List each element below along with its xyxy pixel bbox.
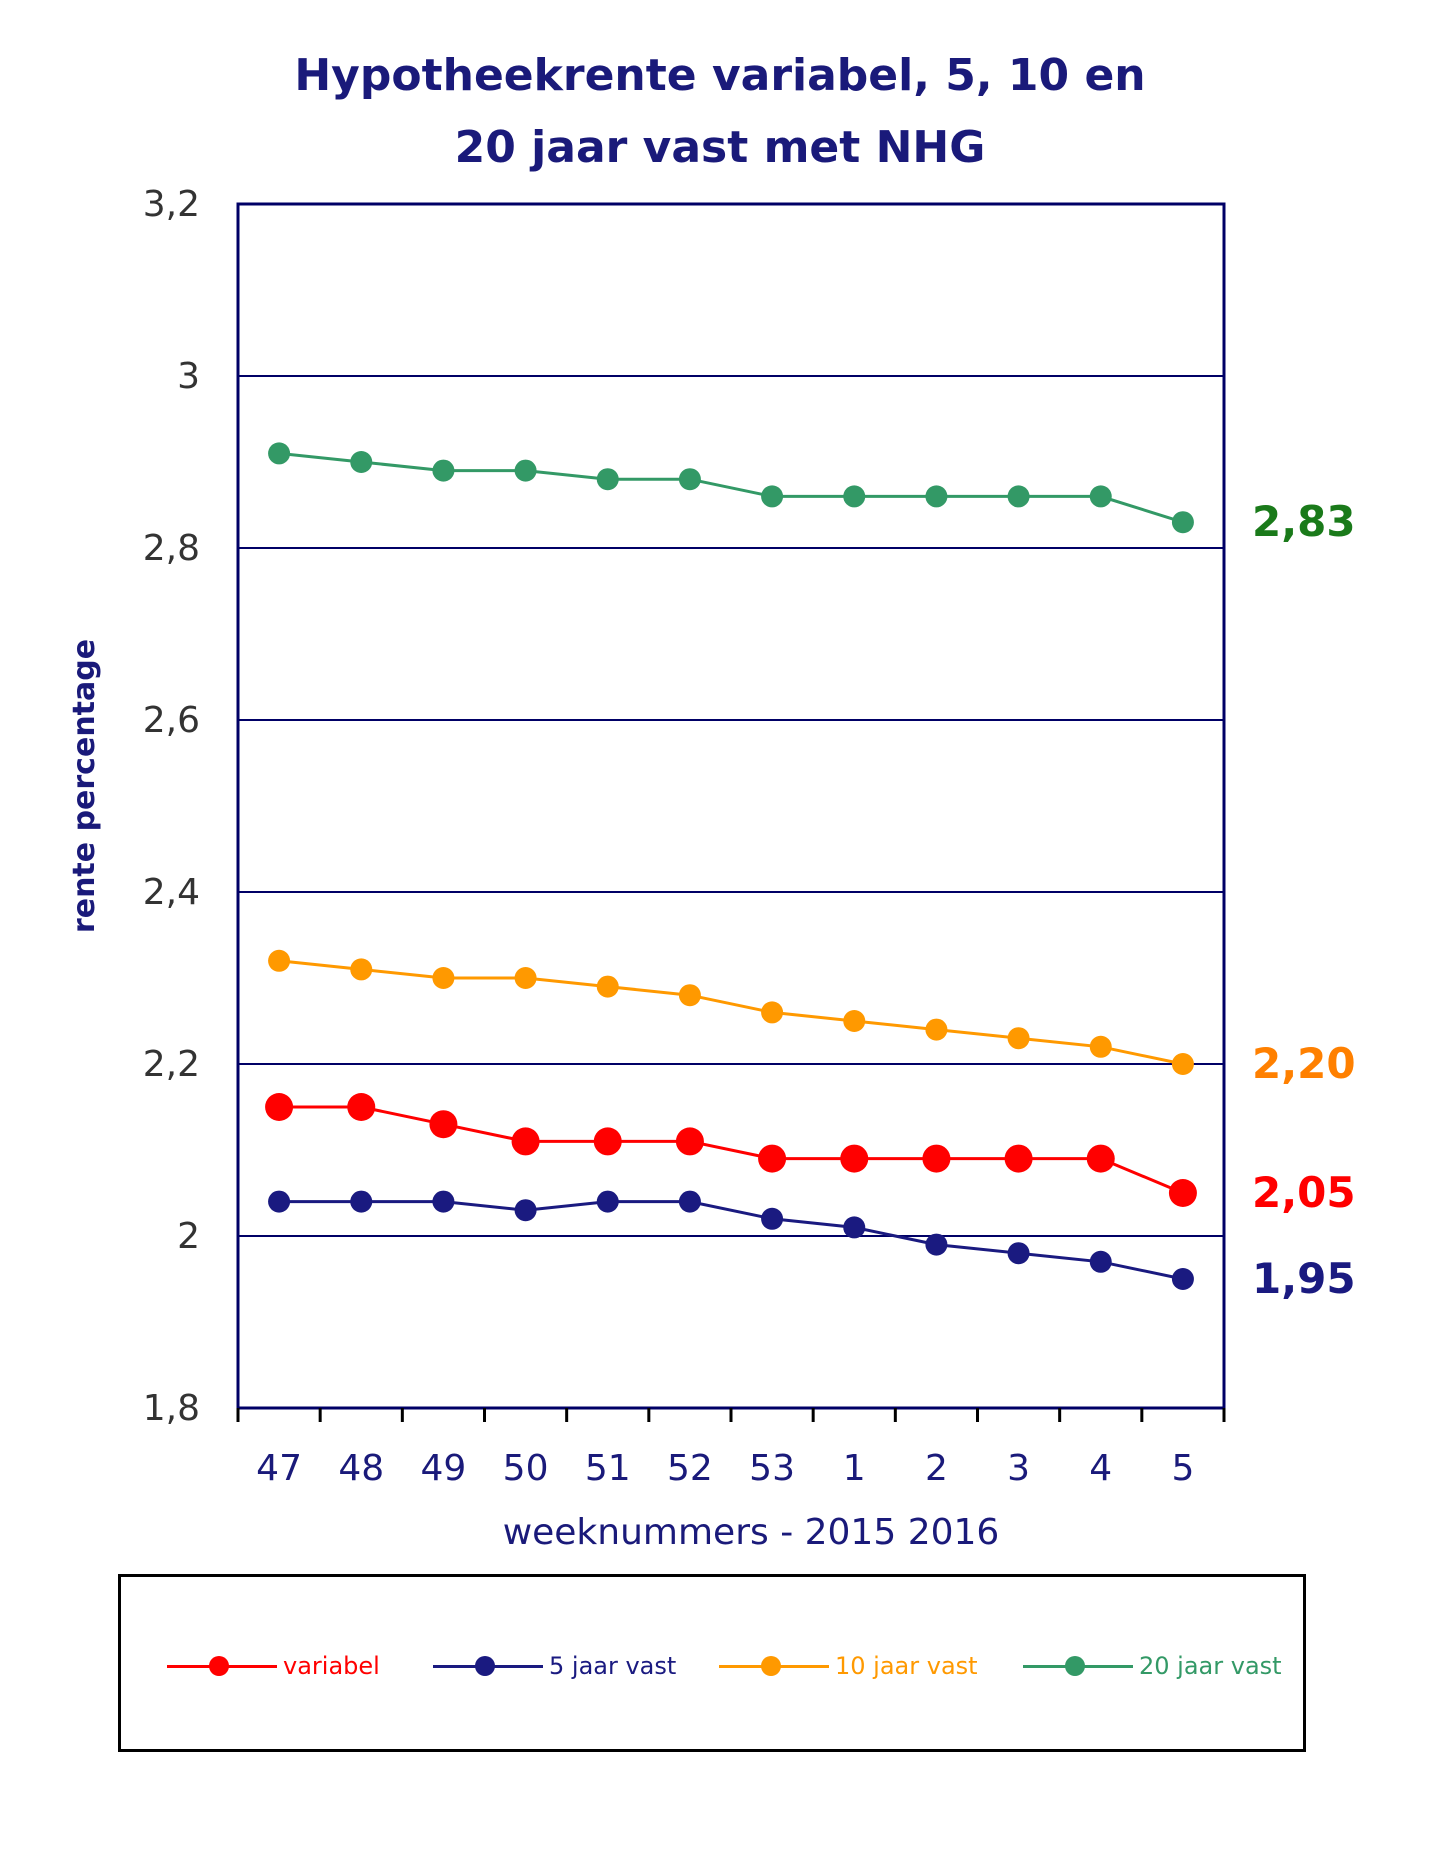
end-label-variabel: 2,05 (1252, 1168, 1356, 1217)
data-point-20-jaar-vast (1171, 511, 1194, 534)
data-point-variabel (840, 1144, 869, 1173)
x-axis-label: weeknummers - 2015 2016 (503, 1512, 1000, 1553)
data-point-20-jaar-vast (514, 459, 537, 482)
y-tick-label: 2,6 (143, 700, 200, 741)
plot-frame (236, 202, 1226, 1410)
data-point-20-jaar-vast (761, 485, 784, 508)
y-tick-label: 2,2 (143, 1044, 200, 1085)
series-line-20-jaar-vast (278, 451, 1184, 524)
data-point-5-jaar-vast (1007, 1242, 1030, 1265)
data-point-5-jaar-vast (514, 1199, 537, 1222)
data-point-10-jaar-vast (761, 1001, 784, 1024)
y-axis-label: rente percentage (67, 639, 102, 933)
x-tick-label: 53 (749, 1448, 795, 1489)
x-tick-label: 1 (843, 1448, 866, 1489)
data-point-variabel (265, 1093, 294, 1121)
data-point-variabel (1168, 1179, 1197, 1207)
y-tick-label: 2,4 (143, 872, 200, 913)
data-point-10-jaar-vast (843, 1010, 866, 1032)
data-point-10-jaar-vast (350, 958, 373, 981)
data-point-10-jaar-vast (1007, 1027, 1030, 1050)
x-tick-label: 4 (1089, 1448, 1112, 1489)
legend-swatch-10-jaar-vast (719, 1649, 829, 1683)
data-point-20-jaar-vast (843, 485, 866, 508)
data-point-variabel (922, 1144, 951, 1173)
data-point-variabel (1086, 1144, 1115, 1173)
y-tick-label: 2,8 (143, 528, 200, 569)
data-point-variabel (675, 1127, 704, 1156)
legend-swatch-20-jaar-vast (1023, 1649, 1133, 1683)
series-line-variabel (279, 1105, 1184, 1195)
x-tick-label: 2 (925, 1448, 948, 1489)
data-point-5-jaar-vast (925, 1233, 948, 1256)
data-point-20-jaar-vast (925, 485, 948, 508)
y-tick-label: 1,8 (143, 1388, 200, 1429)
chart-title-line-2: 20 jaar vast met NHG (454, 122, 986, 173)
data-point-20-jaar-vast (268, 442, 291, 465)
legend-swatch-5-jaar-vast (433, 1649, 543, 1683)
data-point-10-jaar-vast (596, 975, 619, 998)
x-tick-label: 3 (1007, 1448, 1030, 1489)
data-point-20-jaar-vast (1089, 485, 1112, 508)
data-point-20-jaar-vast (432, 459, 455, 482)
data-point-variabel (593, 1127, 622, 1156)
data-point-5-jaar-vast (1171, 1268, 1194, 1290)
x-tick-label: 47 (256, 1448, 302, 1489)
legend-item-20-jaar-vast: 20 jaar vast (1023, 1649, 1282, 1683)
legend-item-variabel: variabel (167, 1649, 380, 1683)
data-point-20-jaar-vast (350, 451, 373, 473)
series-line-5-jaar-vast (279, 1200, 1184, 1281)
data-point-variabel (511, 1127, 540, 1156)
data-point-variabel (347, 1093, 376, 1121)
x-tick-label: 48 (338, 1448, 384, 1489)
legend-label-10-jaar-vast: 10 jaar vast (835, 1652, 978, 1680)
legend-item-10-jaar-vast: 10 jaar vast (719, 1649, 978, 1683)
data-point-5-jaar-vast (843, 1216, 866, 1239)
data-point-20-jaar-vast (678, 468, 701, 491)
end-label-10-jaar-vast: 2,20 (1252, 1039, 1356, 1088)
end-label-5-jaar-vast: 1,95 (1252, 1254, 1356, 1303)
legend-label-variabel: variabel (283, 1652, 380, 1680)
data-point-10-jaar-vast (678, 984, 701, 1007)
data-point-10-jaar-vast (925, 1018, 948, 1041)
data-point-20-jaar-vast (1007, 485, 1030, 508)
y-tick-label: 3 (177, 356, 200, 397)
data-point-5-jaar-vast (268, 1190, 291, 1213)
x-tick-label: 51 (585, 1448, 631, 1489)
data-point-5-jaar-vast (678, 1190, 701, 1213)
data-point-20-jaar-vast (596, 468, 619, 491)
x-tick-label: 52 (667, 1448, 713, 1489)
y-tick-label: 3,2 (143, 184, 200, 225)
data-point-variabel (1004, 1144, 1033, 1173)
x-tick-label: 50 (503, 1448, 549, 1489)
data-point-10-jaar-vast (514, 967, 537, 989)
data-point-variabel (758, 1144, 787, 1173)
data-point-5-jaar-vast (596, 1190, 619, 1213)
data-point-5-jaar-vast (761, 1207, 784, 1230)
legend-label-5-jaar-vast: 5 jaar vast (549, 1652, 677, 1680)
data-point-10-jaar-vast (1089, 1035, 1112, 1058)
x-tick-label: 5 (1171, 1448, 1194, 1489)
data-point-5-jaar-vast (350, 1190, 373, 1213)
x-tick-label: 49 (421, 1448, 467, 1489)
data-point-5-jaar-vast (432, 1190, 455, 1213)
end-label-20-jaar-vast: 2,83 (1252, 497, 1356, 546)
legend-label-20-jaar-vast: 20 jaar vast (1139, 1652, 1282, 1680)
data-point-variabel (429, 1110, 458, 1139)
legend: variabel 5 jaar vast 10 jaar vast 20 jaa… (118, 1574, 1306, 1752)
legend-item-5-jaar-vast: 5 jaar vast (433, 1649, 676, 1683)
data-point-10-jaar-vast (1171, 1053, 1194, 1075)
data-point-10-jaar-vast (432, 967, 455, 989)
plot-area: 1,822,22,42,62,833,247 48 49 50 51 52 53 1 2 3 4 5w… (67, 184, 1356, 1553)
data-point-10-jaar-vast (268, 949, 291, 972)
y-tick-label: 2 (177, 1216, 200, 1257)
series-line-10-jaar-vast (278, 959, 1184, 1066)
data-point-5-jaar-vast (1089, 1250, 1112, 1273)
chart-title-line-1: Hypotheekrente variabel, 5, 10 en (294, 50, 1146, 101)
legend-swatch-variabel (167, 1649, 277, 1683)
